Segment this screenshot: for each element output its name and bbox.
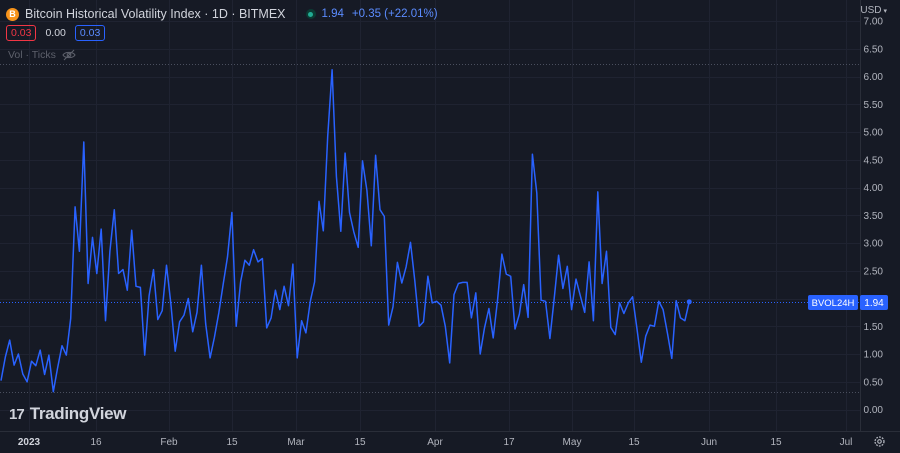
price-change: +0.35 (+22.01%) <box>351 8 438 20</box>
y-tick-label: 2.50 <box>864 266 884 277</box>
volume-indicator-label: Vol · Ticks <box>8 49 56 61</box>
last-point-marker <box>686 299 692 305</box>
y-tick-label: 3.00 <box>864 239 884 250</box>
x-tick-label: 15 <box>226 437 238 448</box>
x-tick-label: 2023 <box>18 437 41 448</box>
y-tick-label: 7.00 <box>864 17 884 28</box>
y-tick-label: 1.50 <box>864 322 884 333</box>
sub-value-3: 0.03 <box>74 25 106 41</box>
last-value: 1.94 <box>321 8 344 20</box>
x-tick-label: Mar <box>287 437 305 448</box>
symbol-title[interactable]: Bitcoin Historical Volatility Index · 1D… <box>25 7 286 21</box>
last-value-badges: BVOL24H 1.94 <box>0 295 888 310</box>
symbol-legend: B Bitcoin Historical Volatility Index · … <box>6 5 438 23</box>
sub-value-2: 0.00 <box>45 27 66 39</box>
x-tick-label: Jun <box>701 437 717 448</box>
x-axis[interactable]: 2023 16 Feb 15 Mar 15 Apr 17 May 15 Jun 15 Jul <box>18 437 853 448</box>
currency-selector[interactable]: USD ▾ <box>860 5 887 16</box>
eye-hidden-icon[interactable] <box>62 49 76 61</box>
x-tick-label: 15 <box>770 437 782 448</box>
x-tick-label: 15 <box>628 437 640 448</box>
y-tick-label: 4.00 <box>864 183 884 194</box>
y-tick-label: 0.00 <box>864 405 884 416</box>
y-tick-label: 6.00 <box>864 72 884 83</box>
tradingview-logo-icon: 17 <box>9 405 25 423</box>
last-value-badge <box>860 295 888 310</box>
series-layer <box>0 69 692 393</box>
y-tick-label: 3.50 <box>864 211 884 222</box>
x-tick-label: 15 <box>354 437 366 448</box>
sub-value-1: 0.03 <box>6 25 37 41</box>
last-value-badge-label: 1.94 <box>864 298 884 309</box>
volume-indicator-legend[interactable]: Vol · Ticks <box>8 49 76 61</box>
x-tick-label: Apr <box>427 437 443 448</box>
tradingview-watermark: 17 TradingView <box>9 404 127 424</box>
y-axis[interactable]: 0.000.501.001.502.002.503.003.504.004.50… <box>864 17 884 417</box>
currency-label: USD <box>860 5 882 16</box>
bitcoin-icon: B <box>6 7 19 21</box>
x-tick-label: Jul <box>840 437 853 448</box>
y-tick-label: 0.50 <box>864 377 884 388</box>
tradingview-wordmark: TradingView <box>29 404 127 423</box>
gear-icon[interactable] <box>873 435 886 448</box>
y-tick-label: 6.50 <box>864 44 884 55</box>
y-tick-label: 4.50 <box>864 155 884 166</box>
x-tick-label: Feb <box>160 437 178 448</box>
market-status-icon[interactable] <box>305 9 316 19</box>
x-tick-label: May <box>563 437 582 448</box>
series-name-badge <box>808 295 858 310</box>
y-tick-label: 5.50 <box>864 100 884 111</box>
y-tick-label: 1.00 <box>864 350 884 361</box>
x-tick-label: 16 <box>90 437 102 448</box>
ohlc-values: 0.03 0.00 0.03 <box>6 25 106 41</box>
x-tick-label: 17 <box>503 437 515 448</box>
series-name-label: BVOL24H <box>812 298 855 309</box>
series-line-bvol24h[interactable] <box>0 69 690 393</box>
y-tick-label: 5.00 <box>864 128 884 139</box>
chevron-down-icon: ▾ <box>883 8 887 15</box>
grid-lines <box>0 0 900 432</box>
